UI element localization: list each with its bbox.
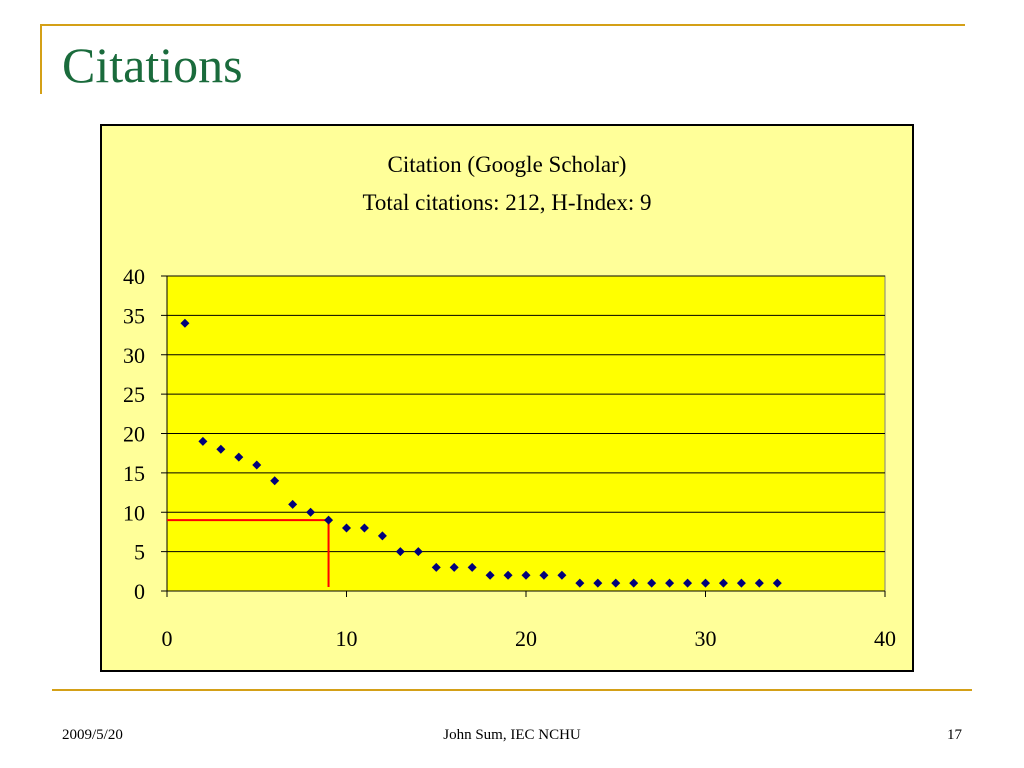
- chart-title: Citation (Google Scholar): [388, 152, 627, 177]
- y-tick-label: 15: [123, 461, 145, 486]
- data-point: [270, 476, 280, 486]
- footer-author: John Sum, IEC NCHU: [443, 727, 581, 743]
- y-tick-label: 30: [123, 343, 145, 368]
- data-point: [593, 578, 603, 588]
- data-point: [485, 570, 495, 580]
- data-point: [718, 578, 728, 588]
- y-tick-label: 10: [123, 500, 145, 525]
- x-tick-label: 30: [695, 626, 717, 651]
- data-point: [736, 578, 746, 588]
- y-tick-label: 0: [134, 579, 145, 604]
- data-point: [395, 547, 405, 557]
- data-point: [503, 570, 513, 580]
- data-point: [754, 578, 764, 588]
- data-point: [306, 507, 316, 517]
- data-point: [665, 578, 675, 588]
- y-tick-label: 35: [123, 303, 145, 328]
- data-point: [198, 436, 208, 446]
- footer-date: 2009/5/20: [62, 727, 123, 743]
- x-tick-label: 20: [515, 626, 537, 651]
- data-point: [772, 578, 782, 588]
- data-point: [701, 578, 710, 588]
- data-point: [467, 562, 477, 572]
- frame-left-rule: [40, 24, 42, 94]
- footer-page-number: 17: [947, 727, 962, 743]
- data-point: [413, 547, 423, 557]
- y-tick-label: 40: [123, 264, 145, 289]
- data-point: [521, 570, 531, 580]
- frame-top-rule: [40, 24, 965, 26]
- data-point: [180, 318, 190, 328]
- chart-area: Citation (Google Scholar) Total citation…: [100, 124, 914, 672]
- chart-subtitle: Total citations: 212, H-Index: 9: [362, 190, 651, 215]
- data-point: [539, 570, 549, 580]
- slide-title: Citations: [62, 37, 243, 93]
- data-point: [216, 444, 226, 454]
- footer-rule: [52, 689, 972, 691]
- data-point: [557, 570, 567, 580]
- data-point: [324, 515, 334, 525]
- x-tick-label: 0: [162, 626, 173, 651]
- data-point: [342, 523, 351, 533]
- data-point: [234, 452, 244, 462]
- data-point: [575, 578, 585, 588]
- data-point: [431, 562, 441, 572]
- citation-scatter-chart: Citation (Google Scholar) Total citation…: [123, 152, 896, 651]
- data-point: [449, 562, 459, 572]
- x-tick-label: 10: [336, 626, 358, 651]
- x-tick-label: 40: [874, 626, 896, 651]
- data-point: [647, 578, 657, 588]
- data-point: [683, 578, 693, 588]
- data-point: [629, 578, 639, 588]
- data-point: [359, 523, 369, 533]
- data-point: [252, 460, 262, 470]
- y-tick-label: 5: [134, 540, 145, 565]
- data-point: [377, 531, 387, 541]
- data-point: [611, 578, 621, 588]
- y-tick-label: 25: [123, 382, 145, 407]
- data-point: [288, 499, 298, 509]
- y-tick-label: 20: [123, 422, 145, 447]
